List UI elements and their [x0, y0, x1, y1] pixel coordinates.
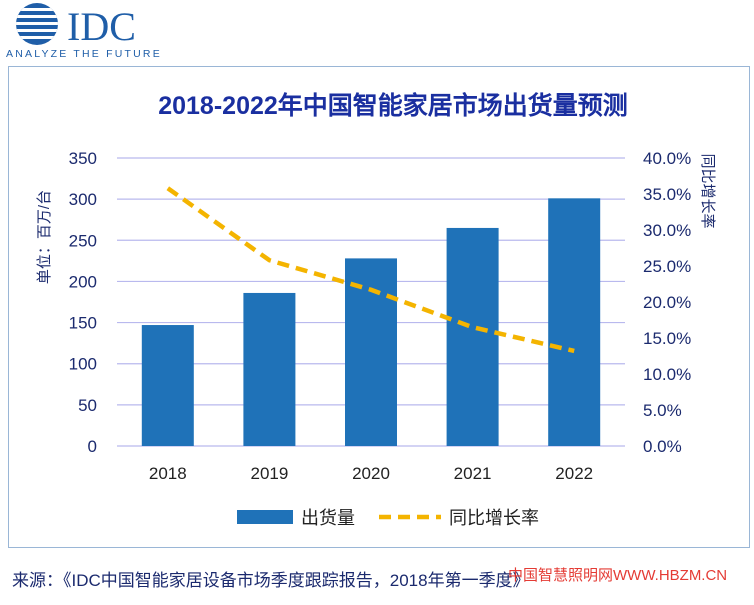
legend-label-shipments: 出货量	[301, 508, 355, 528]
watermark: 中国智慧照明网WWW.HBZM.CN	[508, 567, 728, 584]
y-tick-label-left: 250	[69, 231, 97, 250]
y-tick-label-left: 350	[69, 149, 97, 168]
x-tick-label: 2020	[352, 464, 390, 483]
x-tick-label: 2019	[250, 464, 288, 483]
bar-2019	[243, 292, 296, 446]
y-tick-label-right: 25.0%	[643, 257, 691, 276]
legend-label-growth: 同比增长率	[449, 508, 539, 528]
idc-logo: IDC ANALYZE THE FUTURE	[4, 2, 184, 60]
x-tick-label: 2021	[454, 464, 492, 483]
bar-2018	[141, 325, 194, 446]
chart-title: 2018-2022年中国智能家居市场出货量预测	[158, 91, 628, 120]
y-tick-label-right: 35.0%	[643, 185, 691, 204]
y-tick-label-left: 300	[69, 190, 97, 209]
y-tick-label-left: 0	[88, 437, 97, 456]
y-axis-label-right: 同比增长率	[699, 153, 716, 228]
y-tick-label-right: 15.0%	[643, 329, 691, 348]
bar-2021	[446, 227, 499, 446]
y-tick-label-left: 50	[78, 396, 97, 415]
logo-name: IDC	[67, 4, 136, 49]
legend-swatch-shipments	[237, 510, 293, 524]
x-tick-label: 2022	[555, 464, 593, 483]
y-tick-label-right: 20.0%	[643, 293, 691, 312]
y-tick-label-left: 150	[69, 314, 97, 333]
bar-2022	[548, 198, 601, 446]
source-note: 来源：《IDC中国智能家居设备市场季度跟踪报告，2018年第一季度》	[12, 571, 530, 590]
x-tick-label: 2018	[149, 464, 187, 483]
y-tick-label-right: 10.0%	[643, 365, 691, 384]
chart-svg: 2018-2022年中国智能家居市场出货量预测 单位：百万/台 同比增长率 0 5…	[36, 91, 716, 528]
y-tick-label-right: 40.0%	[643, 149, 691, 168]
y-tick-label-left: 200	[69, 272, 97, 291]
logo-tagline: ANALYZE THE FUTURE	[6, 48, 162, 60]
y-axis-label-left: 单位：百万/台	[36, 190, 53, 284]
y-tick-label-right: 0.0%	[643, 437, 682, 456]
idc-logo-svg: IDC ANALYZE THE FUTURE	[6, 3, 162, 60]
y-tick-label-right: 5.0%	[643, 401, 682, 420]
globe-icon	[16, 3, 58, 45]
chart-frame: 2018-2022年中国智能家居市场出货量预测 单位：百万/台 同比增长率 0 5…	[8, 66, 750, 548]
y-tick-label-left: 100	[69, 355, 97, 374]
y-tick-label-right: 30.0%	[643, 221, 691, 240]
